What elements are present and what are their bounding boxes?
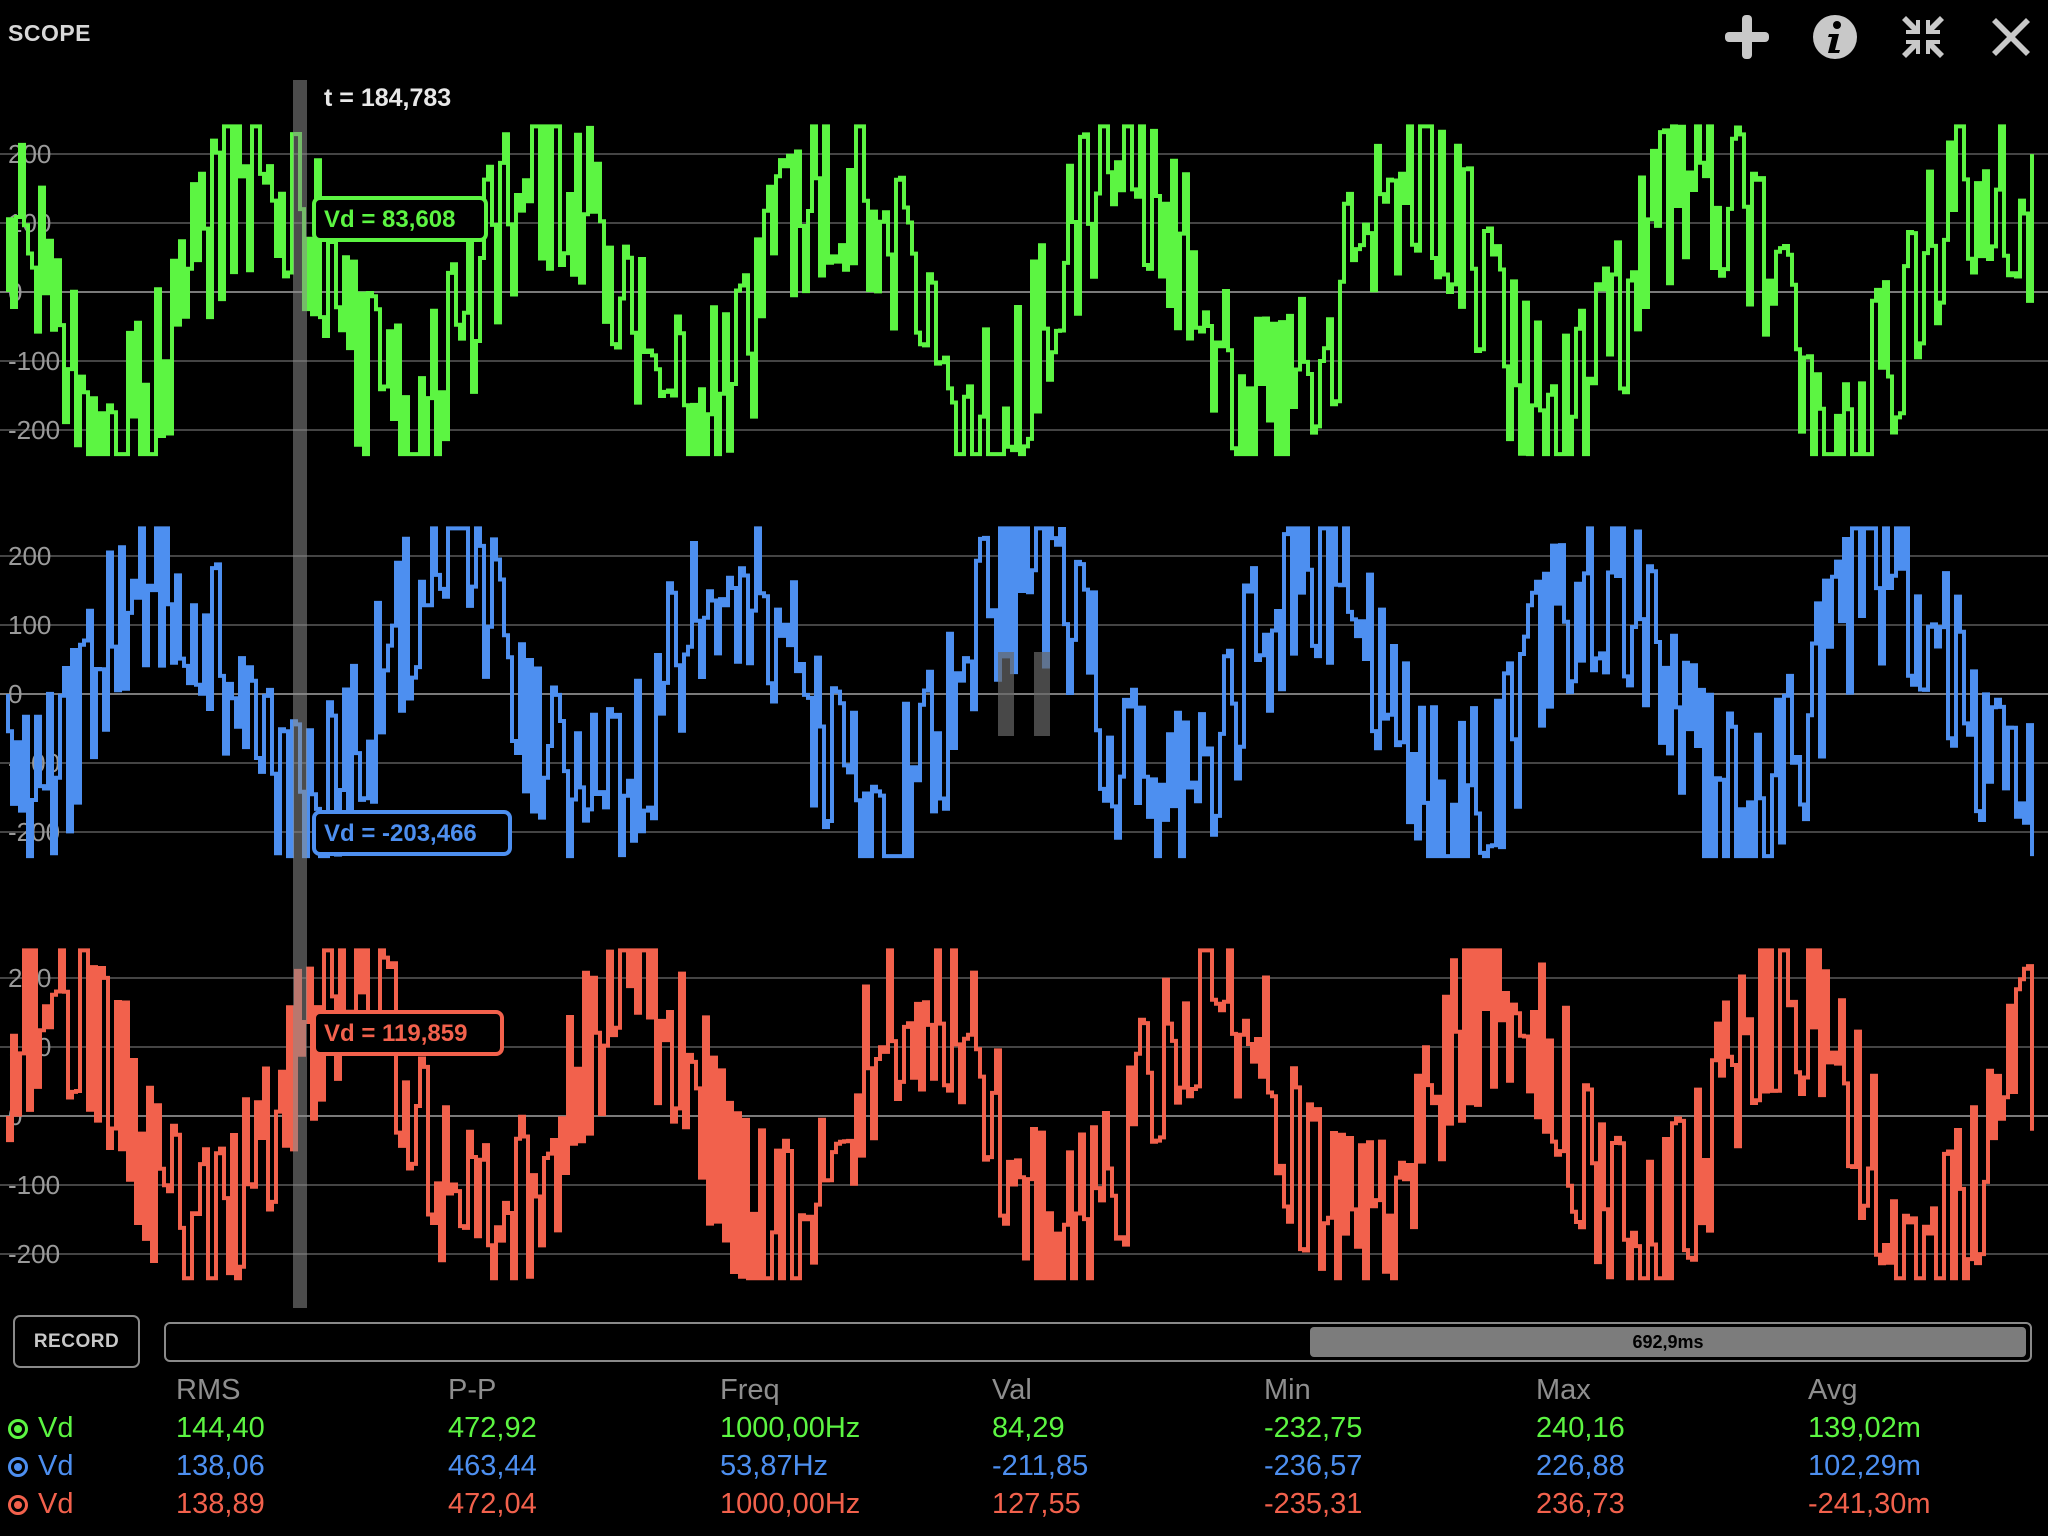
time-cursor xyxy=(293,80,307,1308)
close-icon[interactable] xyxy=(1986,12,2036,62)
stat-rms: 138,06 xyxy=(176,1450,265,1482)
channel-radio-icon xyxy=(8,1494,28,1515)
stat-header-freq: Freq xyxy=(720,1374,780,1406)
collapse-icon[interactable] xyxy=(1898,12,1948,62)
trigger-marker xyxy=(998,652,1014,736)
plus-icon[interactable] xyxy=(1722,12,1772,62)
stat-header-val: Val xyxy=(992,1374,1032,1406)
y-tick-label: 200 xyxy=(8,139,51,169)
cursor-readout-box xyxy=(312,810,512,856)
trace-blue xyxy=(6,526,2034,859)
cursor-readout-blue: Vd = -203,466 xyxy=(324,820,477,847)
cursor-readout-green: Vd = 83,608 xyxy=(324,206,455,233)
stat-header-min: Min xyxy=(1264,1374,1311,1406)
cursor-readout-box xyxy=(312,196,488,242)
stat-avg: -241,30m xyxy=(1808,1488,1931,1520)
stat-header-rms: RMS xyxy=(176,1374,241,1406)
stat-freq: 1000,00Hz xyxy=(720,1412,861,1444)
stat-val: -211,85 xyxy=(992,1450,1089,1482)
cursor-readout-red: Vd = 119,859 xyxy=(324,1020,467,1047)
y-tick-label: -200 xyxy=(8,415,60,445)
channel-toggle-green[interactable]: Vd xyxy=(8,1412,73,1445)
y-tick-label: -100 xyxy=(8,1170,60,1200)
stat-pp: 472,04 xyxy=(448,1488,537,1520)
info-icon[interactable] xyxy=(1810,12,1860,62)
stat-min: -236,57 xyxy=(1264,1450,1363,1482)
stat-pp: 463,44 xyxy=(448,1450,537,1482)
stat-freq: 1000,00Hz xyxy=(720,1488,861,1520)
stat-header-pp: P-P xyxy=(448,1374,497,1406)
stat-header-max: Max xyxy=(1536,1374,1591,1406)
stat-min: -232,75 xyxy=(1264,1412,1363,1444)
channel-label: Vd xyxy=(38,1488,74,1520)
timeline-window[interactable]: 692,9ms xyxy=(1310,1327,2026,1357)
stat-val: 127,55 xyxy=(992,1488,1081,1520)
y-tick-label: 0 xyxy=(8,679,22,709)
channel-label: Vd xyxy=(38,1450,74,1482)
trigger-marker xyxy=(1034,652,1050,736)
trace-red xyxy=(6,948,2034,1281)
y-tick-label: -100 xyxy=(8,346,60,376)
channel-toggle-red[interactable]: Vd xyxy=(8,1488,73,1521)
cursor-readout-box xyxy=(312,1010,504,1056)
record-button[interactable]: RECORD xyxy=(13,1315,140,1368)
stat-freq: 53,87Hz xyxy=(720,1450,829,1482)
stat-val: 84,29 xyxy=(992,1412,1065,1444)
stat-header-avg: Avg xyxy=(1808,1374,1858,1406)
stat-avg: 102,29m xyxy=(1808,1450,1921,1482)
stat-max: 226,88 xyxy=(1536,1450,1625,1482)
channel-radio-icon xyxy=(8,1418,28,1439)
y-tick-label: -200 xyxy=(8,1239,60,1269)
channel-label: Vd xyxy=(38,1412,74,1444)
stat-rms: 138,89 xyxy=(176,1488,265,1520)
stat-max: 236,73 xyxy=(1536,1488,1625,1520)
timeline-scrubber[interactable]: 692,9ms xyxy=(164,1322,2032,1362)
y-tick-label: 100 xyxy=(8,610,51,640)
stat-pp: 472,92 xyxy=(448,1412,537,1444)
stat-max: 240,16 xyxy=(1536,1412,1625,1444)
y-tick-label: 200 xyxy=(8,541,51,571)
app-title: SCOPE xyxy=(8,20,92,46)
channel-toggle-blue[interactable]: Vd xyxy=(8,1450,73,1483)
stat-avg: 139,02m xyxy=(1808,1412,1921,1444)
timeline-window-label: 692,9ms xyxy=(1632,1331,1704,1352)
channel-radio-icon xyxy=(8,1456,28,1477)
trace-green xyxy=(6,124,2034,457)
stat-rms: 144,40 xyxy=(176,1412,265,1444)
stat-min: -235,31 xyxy=(1264,1488,1363,1520)
cursor-time-label: t = 184,783 xyxy=(324,84,451,112)
